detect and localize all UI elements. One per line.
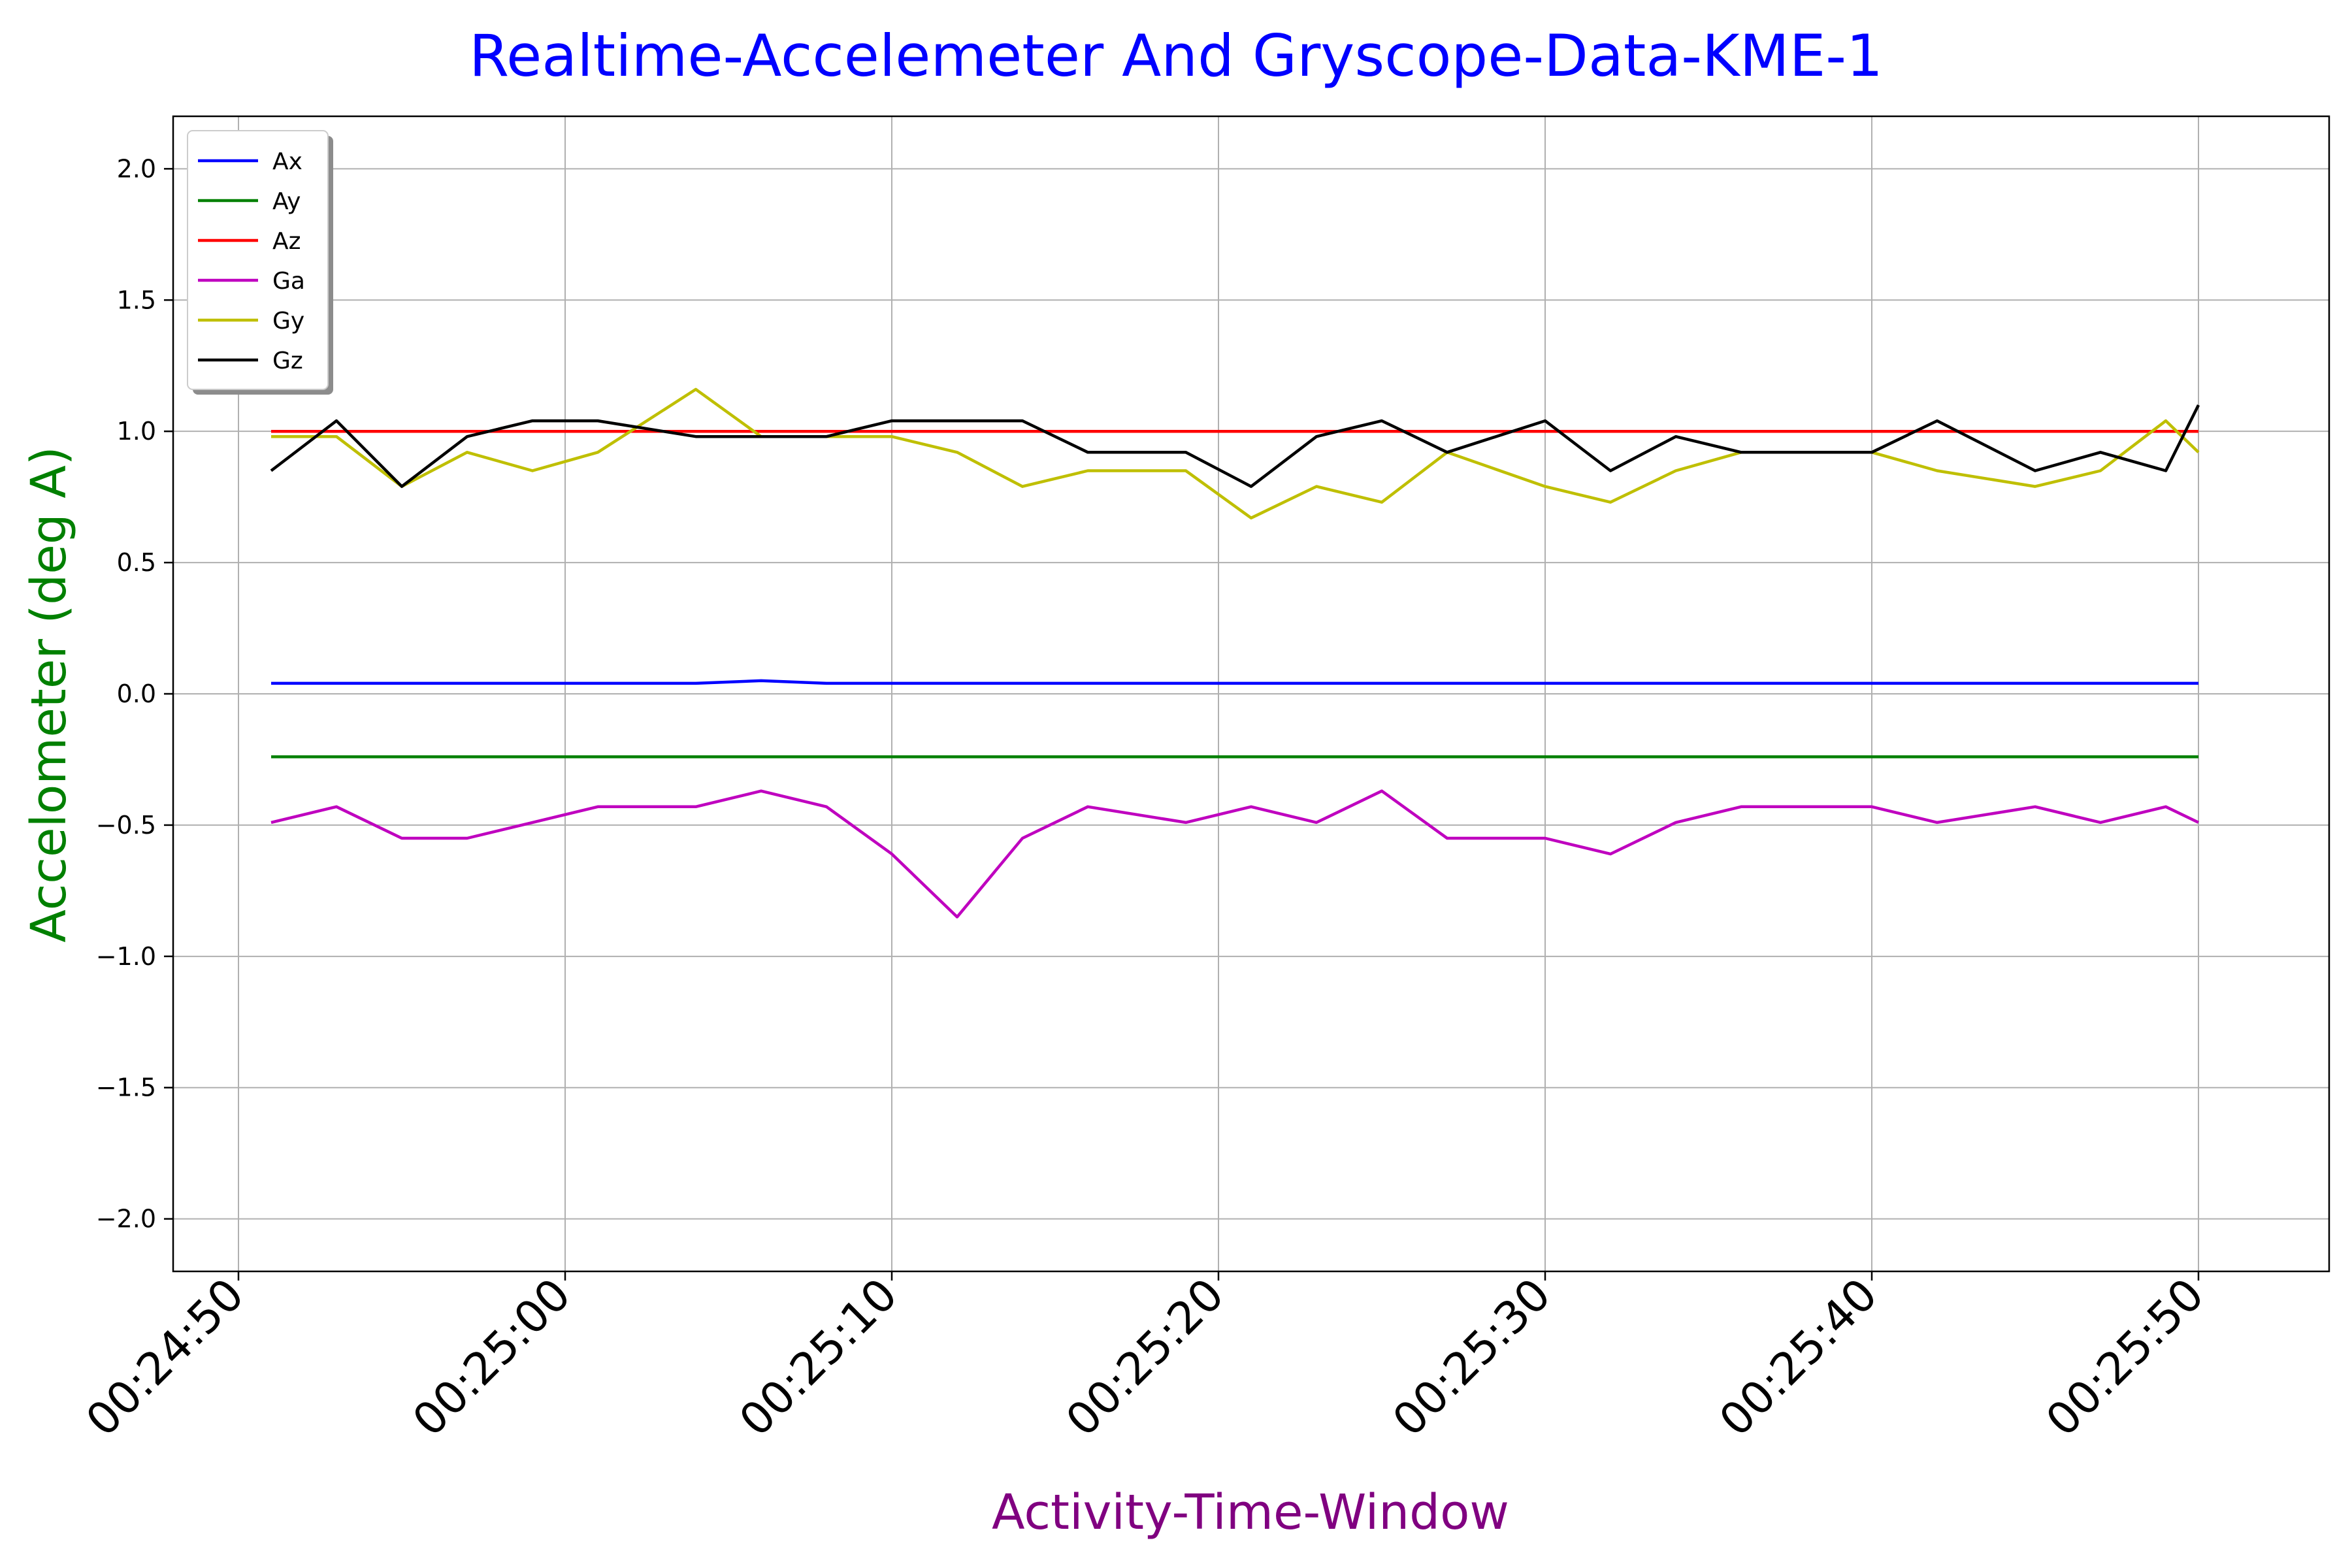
y-tick-label: −1.0 [96, 942, 156, 971]
legend-label-ga: Ga [272, 268, 305, 295]
y-axis-ticks: −2.0 −1.5 −1.0 −0.5 0.0 0.5 1.0 1.5 2.0 [96, 154, 173, 1233]
chart-title: Realtime-Accelemeter And Gryscope-Data-K… [469, 22, 1883, 90]
legend: Ax Ay Az Ga Gy Gz [187, 130, 333, 395]
legend-label-ay: Ay [272, 188, 301, 215]
y-tick-label: 0.5 [117, 548, 156, 577]
legend-label-ax: Ax [272, 148, 302, 175]
y-tick-label: −2.0 [96, 1205, 156, 1233]
y-tick-label: 1.0 [117, 417, 156, 446]
series-line-gy [271, 387, 2200, 520]
legend-box [187, 130, 329, 390]
y-tick-label: 2.0 [117, 154, 156, 183]
series-lines [270, 387, 2200, 919]
y-tick-label: 1.5 [117, 286, 156, 314]
y-tick-label: −0.5 [96, 811, 156, 840]
legend-label-gy: Gy [272, 308, 304, 335]
series-line-gz [270, 404, 2200, 488]
legend-label-gz: Gz [272, 348, 303, 374]
y-tick-label: 0.0 [117, 679, 156, 708]
y-tick-label: −1.5 [96, 1073, 156, 1102]
x-axis-label: Activity-Time-Window [992, 1484, 1509, 1541]
series-line-ga [270, 789, 2199, 919]
y-axis-label: Accelometer (deg A) [21, 446, 77, 943]
legend-label-az: Az [272, 228, 301, 255]
grid [173, 116, 2329, 1271]
series-line-ax [271, 679, 2198, 685]
